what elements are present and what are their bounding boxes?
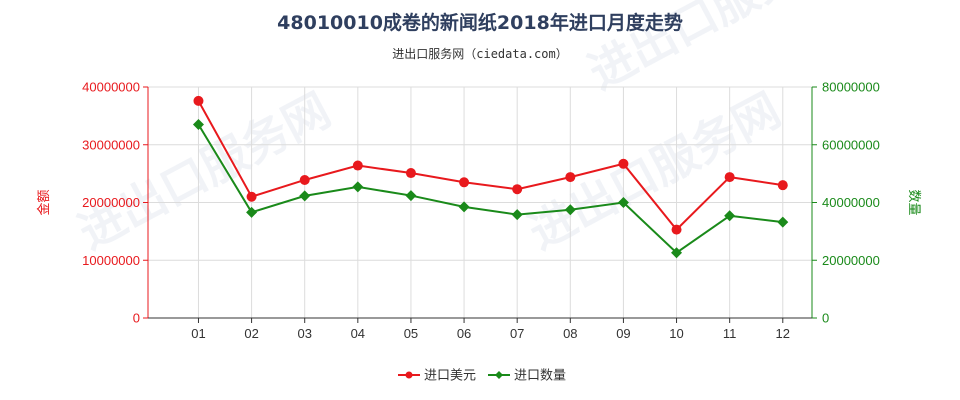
x-tick-label: 03 xyxy=(297,326,311,341)
data-point[interactable] xyxy=(511,209,523,221)
chart-subtitle: 进出口服务网（ciedata.com） xyxy=(392,46,567,61)
data-point[interactable] xyxy=(565,172,576,183)
watermark-text: 进出口服务网 xyxy=(70,82,339,259)
data-point[interactable] xyxy=(299,190,311,202)
data-point[interactable] xyxy=(405,190,417,202)
x-tick-label: 01 xyxy=(191,326,205,341)
x-tick-label: 12 xyxy=(776,326,790,341)
series-line xyxy=(197,124,783,255)
series-layer xyxy=(192,95,789,259)
data-point[interactable] xyxy=(618,158,629,169)
x-tick-label: 11 xyxy=(723,326,737,341)
x-tick-label: 06 xyxy=(457,326,471,341)
legend-item[interactable]: 进口美元 xyxy=(398,369,476,384)
series-line xyxy=(197,100,783,232)
data-point[interactable] xyxy=(458,201,470,213)
data-point[interactable] xyxy=(352,181,364,193)
right-tick-label: 60000000 xyxy=(822,137,880,152)
x-tick-label: 02 xyxy=(244,326,258,341)
right-axis-ticks: 0 20000000 40000000 60000000 80000000 xyxy=(812,80,880,326)
left-tick-label: 20000000 xyxy=(82,195,140,210)
series-amount xyxy=(193,95,788,235)
left-tick-label: 0 xyxy=(133,311,140,326)
x-tick-label: 10 xyxy=(669,326,683,341)
right-tick-label: 0 xyxy=(822,311,829,326)
data-point[interactable] xyxy=(777,180,788,191)
x-tick-label: 09 xyxy=(616,326,630,341)
right-tick-label: 20000000 xyxy=(822,253,880,268)
data-point[interactable] xyxy=(777,216,789,228)
data-point[interactable] xyxy=(617,197,629,208)
x-tick-label: 04 xyxy=(351,326,365,341)
data-point[interactable] xyxy=(299,174,310,185)
x-tick-label: 05 xyxy=(404,326,418,341)
data-point[interactable] xyxy=(246,206,258,218)
legend[interactable]: 进口美元 进口数量 xyxy=(398,369,566,384)
data-point[interactable] xyxy=(671,224,682,235)
right-axis-label: 数量 xyxy=(906,189,921,215)
left-tick-label: 40000000 xyxy=(82,80,140,95)
chart-title: 48010010成卷的新闻纸2018年进口月度走势 xyxy=(277,11,683,34)
x-tick-label: 08 xyxy=(563,326,577,341)
data-point[interactable] xyxy=(671,247,683,259)
data-point[interactable] xyxy=(192,119,204,131)
x-tick-label: 07 xyxy=(510,326,524,341)
x-axis-ticks: 01 02 03 04 05 06 07 08 09 10 11 12 xyxy=(191,318,790,341)
data-point[interactable] xyxy=(193,95,204,106)
left-axis-label: 金额 xyxy=(36,189,52,215)
series-quantity xyxy=(192,119,789,259)
legend-marker xyxy=(495,371,503,379)
legend-item[interactable]: 进口数量 xyxy=(488,369,566,384)
legend-label: 进口美元 xyxy=(424,369,476,384)
data-point[interactable] xyxy=(724,210,736,222)
data-point[interactable] xyxy=(724,172,735,183)
data-point[interactable] xyxy=(512,184,523,195)
data-point[interactable] xyxy=(459,177,470,188)
data-point[interactable] xyxy=(352,160,363,171)
legend-marker xyxy=(405,371,413,379)
right-tick-label: 80000000 xyxy=(822,80,880,95)
legend-label: 进口数量 xyxy=(514,369,566,384)
data-point[interactable] xyxy=(246,191,257,202)
left-axis-ticks: 0 10000000 20000000 30000000 40000000 xyxy=(82,80,148,326)
right-tick-label: 40000000 xyxy=(822,195,880,210)
data-point[interactable] xyxy=(405,168,416,179)
left-tick-label: 10000000 xyxy=(82,253,140,268)
left-tick-label: 30000000 xyxy=(82,137,140,152)
data-point[interactable] xyxy=(564,204,576,216)
watermark-text: 进出口服务网 xyxy=(520,82,789,259)
